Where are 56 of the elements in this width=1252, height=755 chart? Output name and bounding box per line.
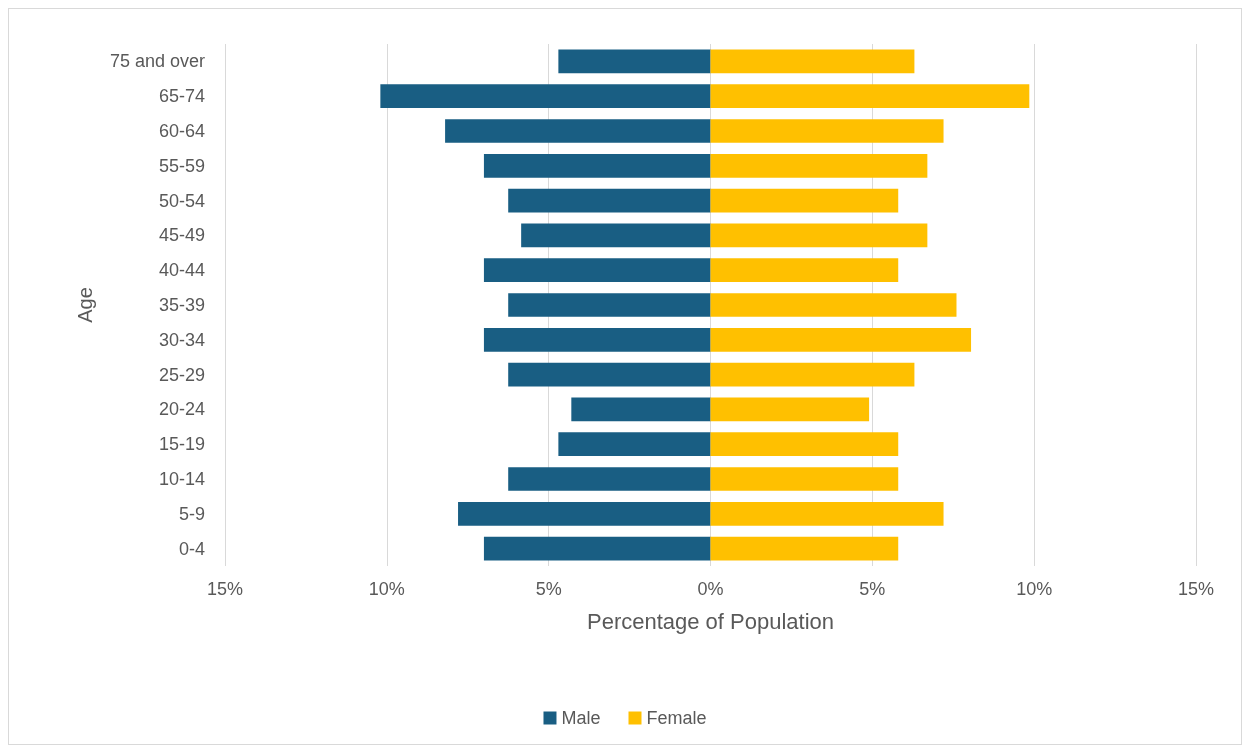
y-tick-label: 55-59	[158, 155, 205, 176]
bar	[710, 84, 1030, 109]
x-tick-label: 5%	[859, 579, 886, 599]
x-tick-label: 5%	[535, 579, 562, 599]
legend-label: Male	[561, 708, 601, 728]
y-tick-label: 0-4	[178, 538, 205, 559]
y-tick-label: 20-24	[158, 399, 205, 420]
x-tick-label: 10%	[1016, 579, 1053, 599]
bar	[508, 188, 711, 213]
y-tick-label: 65-74	[158, 86, 205, 107]
y-axis-title: Age	[74, 287, 96, 323]
bar	[710, 362, 915, 387]
y-tick-label: 75 and over	[109, 51, 205, 72]
bar	[710, 397, 870, 422]
y-tick-label: 40-44	[158, 260, 205, 281]
bar	[710, 153, 928, 178]
bar	[710, 49, 915, 74]
y-tick-label: 60-64	[158, 121, 205, 141]
bar	[571, 397, 711, 422]
y-tick-label: 5-9	[178, 503, 205, 524]
x-tick-label: 15%	[1177, 579, 1215, 599]
bar	[483, 153, 711, 178]
bar	[483, 327, 711, 352]
x-axis-title: Percentage of Population	[586, 608, 835, 634]
bar	[710, 467, 899, 491]
legend-label: Female	[646, 708, 707, 728]
bar	[508, 467, 711, 491]
bar	[508, 293, 711, 317]
bar	[710, 188, 899, 213]
bar	[710, 536, 899, 561]
bar	[710, 327, 972, 352]
bar	[710, 223, 928, 248]
bar	[445, 119, 711, 143]
bar	[558, 49, 711, 74]
bar	[508, 362, 711, 387]
y-tick-label: 45-49	[158, 225, 205, 246]
y-tick-label: 10-14	[158, 469, 205, 489]
bar	[521, 223, 711, 248]
bar	[710, 119, 944, 143]
y-tick-label: 15-19	[158, 434, 205, 455]
x-tick-label: 10%	[368, 579, 405, 599]
bar	[710, 293, 957, 317]
y-tick-label: 35-39	[158, 295, 205, 315]
bar	[710, 501, 944, 526]
bar	[710, 258, 899, 283]
y-tick-label: 30-34	[158, 329, 205, 350]
x-tick-label: 15%	[206, 579, 244, 599]
bar	[483, 258, 711, 283]
bar	[483, 536, 711, 561]
x-tick-label: 0%	[697, 579, 724, 599]
bar	[458, 501, 711, 526]
y-tick-label: 25-29	[158, 364, 205, 385]
y-tick-label: 50-54	[158, 190, 205, 211]
bar	[380, 84, 711, 109]
bar	[558, 432, 711, 457]
bar	[710, 432, 899, 457]
